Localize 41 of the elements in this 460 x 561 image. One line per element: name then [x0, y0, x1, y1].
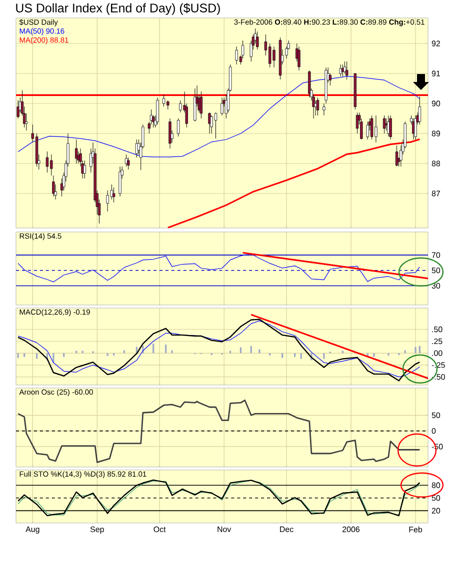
- chart-title: US Dollar Index (End of Day) ($USD): [16, 3, 220, 15]
- candlestick: [118, 166, 122, 197]
- candlestick: [194, 88, 196, 122]
- candlestick: [272, 46, 276, 68]
- candlestick: [179, 100, 182, 113]
- candlestick: [52, 175, 55, 197]
- candlestick: [339, 64, 342, 77]
- candlestick: [135, 139, 138, 158]
- candlestick: [389, 115, 392, 140]
- candlestick: [341, 64, 344, 77]
- candlestick: [106, 190, 109, 212]
- candlestick: [75, 139, 78, 164]
- candlestick: [322, 103, 326, 116]
- candlestick: [127, 157, 130, 170]
- line-series: [167, 138, 420, 228]
- candlestick: [208, 112, 211, 134]
- candlestick: [214, 112, 218, 139]
- candlestick: [83, 160, 86, 179]
- candlestick: [210, 115, 213, 134]
- candlestick: [200, 91, 203, 119]
- candlestick: [124, 154, 128, 167]
- candlestick: [112, 187, 116, 203]
- candlestick: [316, 97, 320, 116]
- candlestick: [110, 184, 114, 200]
- candlestick: [46, 151, 49, 173]
- line-series: [18, 254, 420, 282]
- candlestick: [156, 97, 159, 125]
- candlestick: [418, 96, 422, 125]
- candlestick: [370, 115, 374, 140]
- candlestick: [168, 118, 172, 149]
- candlestick: [162, 94, 166, 107]
- candlestick: [176, 118, 180, 137]
- candlestick: [346, 61, 348, 80]
- candlestick: [298, 46, 300, 71]
- candlestick: [235, 46, 238, 65]
- line-series: [17, 400, 420, 463]
- candlestick: [414, 115, 417, 140]
- candlestick: [374, 115, 378, 143]
- candlestick: [382, 115, 386, 134]
- candlestick: [308, 70, 311, 98]
- candlestick: [16, 100, 20, 119]
